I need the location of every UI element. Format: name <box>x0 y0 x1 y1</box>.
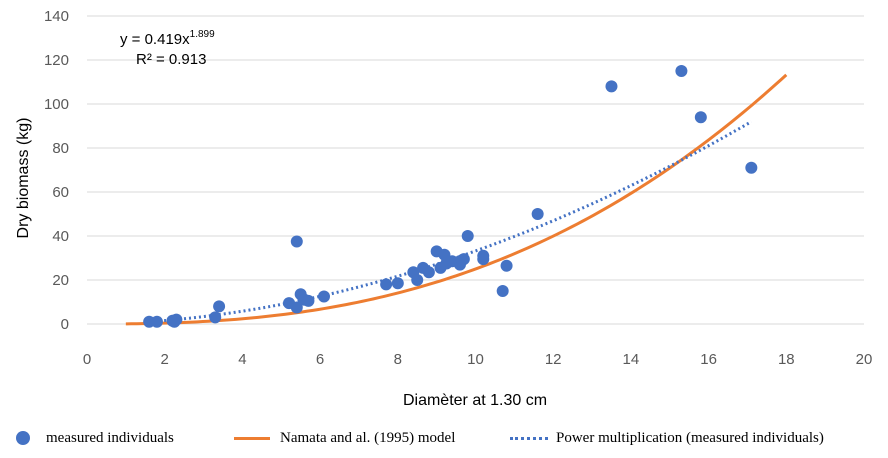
series-lines <box>125 73 788 326</box>
x-tick-label: 6 <box>316 351 324 368</box>
data-point <box>380 278 393 291</box>
series-points <box>143 65 758 328</box>
x-tick-label: 4 <box>238 351 246 368</box>
data-point <box>500 259 513 272</box>
data-point <box>411 274 424 286</box>
equation-text: y = 0.419x1.899 <box>120 29 215 48</box>
data-point <box>675 65 688 77</box>
x-axis-title: Diamèter at 1.30 cm <box>403 392 547 409</box>
x-tick-label: 16 <box>700 351 717 368</box>
power-trendline <box>149 120 753 324</box>
legend-item-measured: measured individuals <box>16 426 174 450</box>
data-point <box>170 313 183 326</box>
legend-item-power: Power multiplication (measured individua… <box>510 426 824 450</box>
legend-item-model: Namata and al. (1995) model <box>234 426 455 450</box>
model-curve <box>125 73 788 326</box>
data-point <box>209 311 222 324</box>
data-point <box>461 230 474 242</box>
x-tick-label: 20 <box>856 351 873 368</box>
y-tick-label: 100 <box>44 96 69 113</box>
y-tick-labels: 0 20 40 60 80 100 120 140 <box>44 8 69 333</box>
legend-marker-line <box>234 436 270 440</box>
legend-marker-dotted-line <box>510 436 548 440</box>
data-point <box>422 266 435 279</box>
y-tick-label: 120 <box>44 52 69 69</box>
data-point <box>457 253 470 266</box>
legend-label-power: Power multiplication (measured individua… <box>556 429 824 446</box>
data-point <box>290 235 303 248</box>
data-point <box>531 208 544 220</box>
x-tick-label: 12 <box>545 351 562 368</box>
r-squared-text: R² = 0.913 <box>136 51 206 68</box>
legend-label-model: Namata and al. (1995) model <box>280 429 456 446</box>
data-point <box>213 300 226 313</box>
x-tick-label: 18 <box>778 351 795 368</box>
y-tick-label: 0 <box>61 316 69 333</box>
y-axis-title: Dry biomass (kg) <box>15 118 32 239</box>
data-point <box>150 315 163 328</box>
legend: measured individuals Namata and al. (199… <box>0 426 888 452</box>
y-tick-label: 40 <box>52 228 69 245</box>
data-point <box>477 253 490 266</box>
data-point <box>496 285 509 297</box>
x-tick-labels: 0 2 4 6 8 10 12 14 16 18 20 <box>83 351 873 368</box>
x-tick-label: 0 <box>83 351 91 368</box>
x-tick-label: 8 <box>394 351 402 368</box>
data-point <box>391 277 404 290</box>
data-point <box>694 111 707 124</box>
legend-label-measured: measured individuals <box>46 429 174 446</box>
y-tick-label: 20 <box>52 272 69 289</box>
y-tick-label: 140 <box>44 8 69 25</box>
x-tick-label: 10 <box>467 351 484 368</box>
data-point <box>290 301 303 314</box>
data-point <box>302 294 315 307</box>
data-point <box>745 161 758 174</box>
data-point <box>317 290 330 303</box>
y-tick-label: 60 <box>52 184 69 201</box>
y-tick-label: 80 <box>52 140 69 157</box>
x-tick-label: 14 <box>623 351 640 368</box>
gridlines <box>87 15 864 281</box>
legend-marker-dot <box>16 431 30 445</box>
x-tick-label: 2 <box>161 351 169 368</box>
data-point <box>605 80 618 93</box>
